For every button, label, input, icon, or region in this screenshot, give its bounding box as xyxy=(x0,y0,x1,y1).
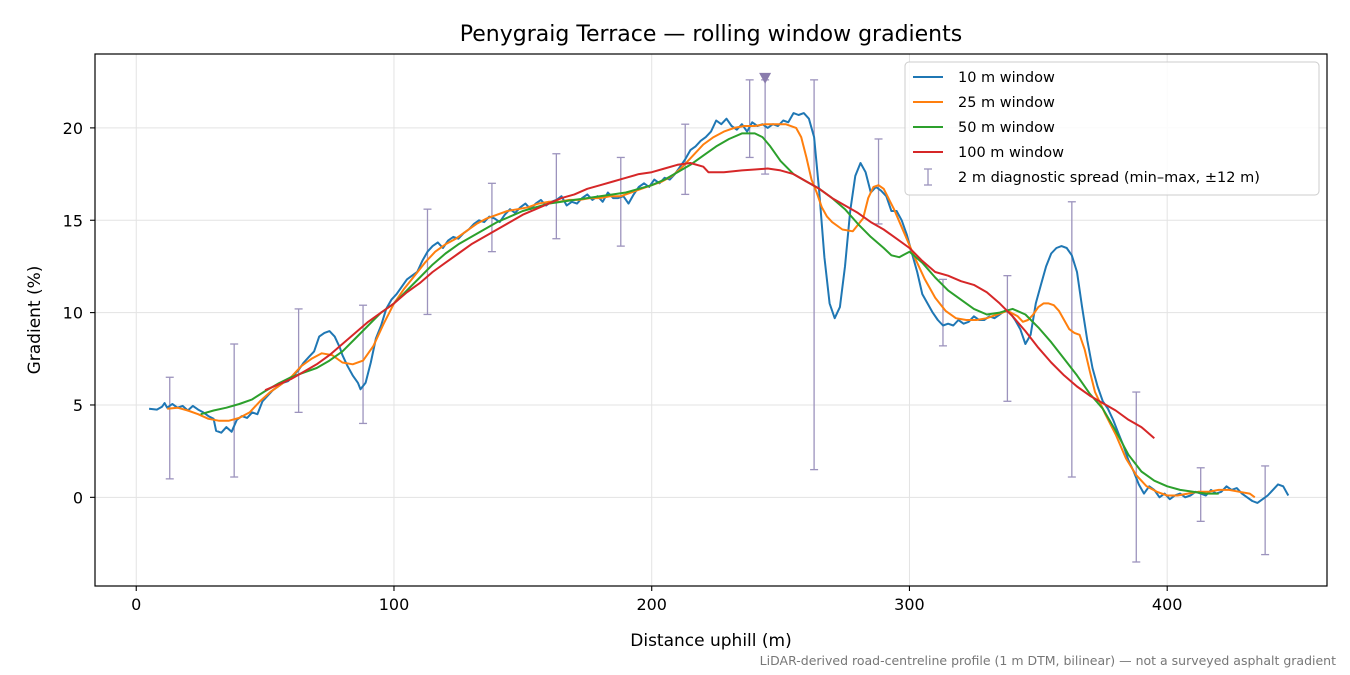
peak-marker xyxy=(759,72,772,84)
diagnostic-spread-bar xyxy=(1261,465,1270,556)
diagnostic-spread-bar xyxy=(552,153,561,240)
legend-label: 50 m window xyxy=(958,120,1055,136)
legend-label: 10 m window xyxy=(958,70,1055,86)
diagnostic-spread-bar xyxy=(423,208,432,316)
diagnostic-spread-bar xyxy=(874,138,883,225)
series-line-4 xyxy=(264,162,1155,439)
diagnostic-spread-bar xyxy=(230,343,239,478)
y-tick-label: 10 xyxy=(63,304,83,323)
x-tick-label: 400 xyxy=(1152,595,1183,614)
chart-title: Penygraig Terrace — rolling window gradi… xyxy=(460,22,962,47)
diagnostic-spread-bar xyxy=(938,278,947,347)
series-lines xyxy=(148,112,1290,504)
plot-frame xyxy=(94,53,1328,587)
series-line-2 xyxy=(167,123,1256,499)
diagnostic-spread-bar xyxy=(1003,275,1012,402)
x-tick-label: 300 xyxy=(894,595,925,614)
y-tick-label: 0 xyxy=(73,488,83,507)
y-axis-label: Gradient (%) xyxy=(25,266,45,375)
diagnostic-spread-bar xyxy=(616,156,625,247)
x-axis-label: Distance uphill (m) xyxy=(630,631,791,651)
x-tick-label: 100 xyxy=(379,595,410,614)
diagnostic-spread-bar xyxy=(745,79,754,159)
diagnostic-spread-bars xyxy=(165,72,1270,563)
series-line-3 xyxy=(200,132,1219,495)
y-tick-label: 5 xyxy=(73,396,83,415)
x-tick-label: 200 xyxy=(636,595,667,614)
legend-label: 100 m window xyxy=(958,145,1064,161)
series-line-1 xyxy=(148,112,1290,504)
legend-label: 2 m diagnostic spread (min–max, ±12 m) xyxy=(958,170,1260,186)
x-tick-label: 0 xyxy=(131,595,141,614)
diagnostic-spread-bar xyxy=(165,376,174,480)
diagnostic-spread-bar xyxy=(294,308,303,414)
x-axis-ticks: 0 100 200 300 400 xyxy=(131,586,1182,614)
legend-box xyxy=(904,61,1320,196)
y-tick-label: 20 xyxy=(63,119,83,138)
legend-label: 25 m window xyxy=(958,95,1055,111)
diagnostic-spread-bar xyxy=(1067,201,1076,478)
y-tick-label: 15 xyxy=(63,211,83,230)
footnote: LiDAR-derived road-centreline profile (1… xyxy=(760,653,1336,668)
y-axis-ticks: 0 5 10 15 20 xyxy=(63,119,95,507)
legend: 10 m window 25 m window 50 m window 100 m w… xyxy=(904,61,1320,196)
